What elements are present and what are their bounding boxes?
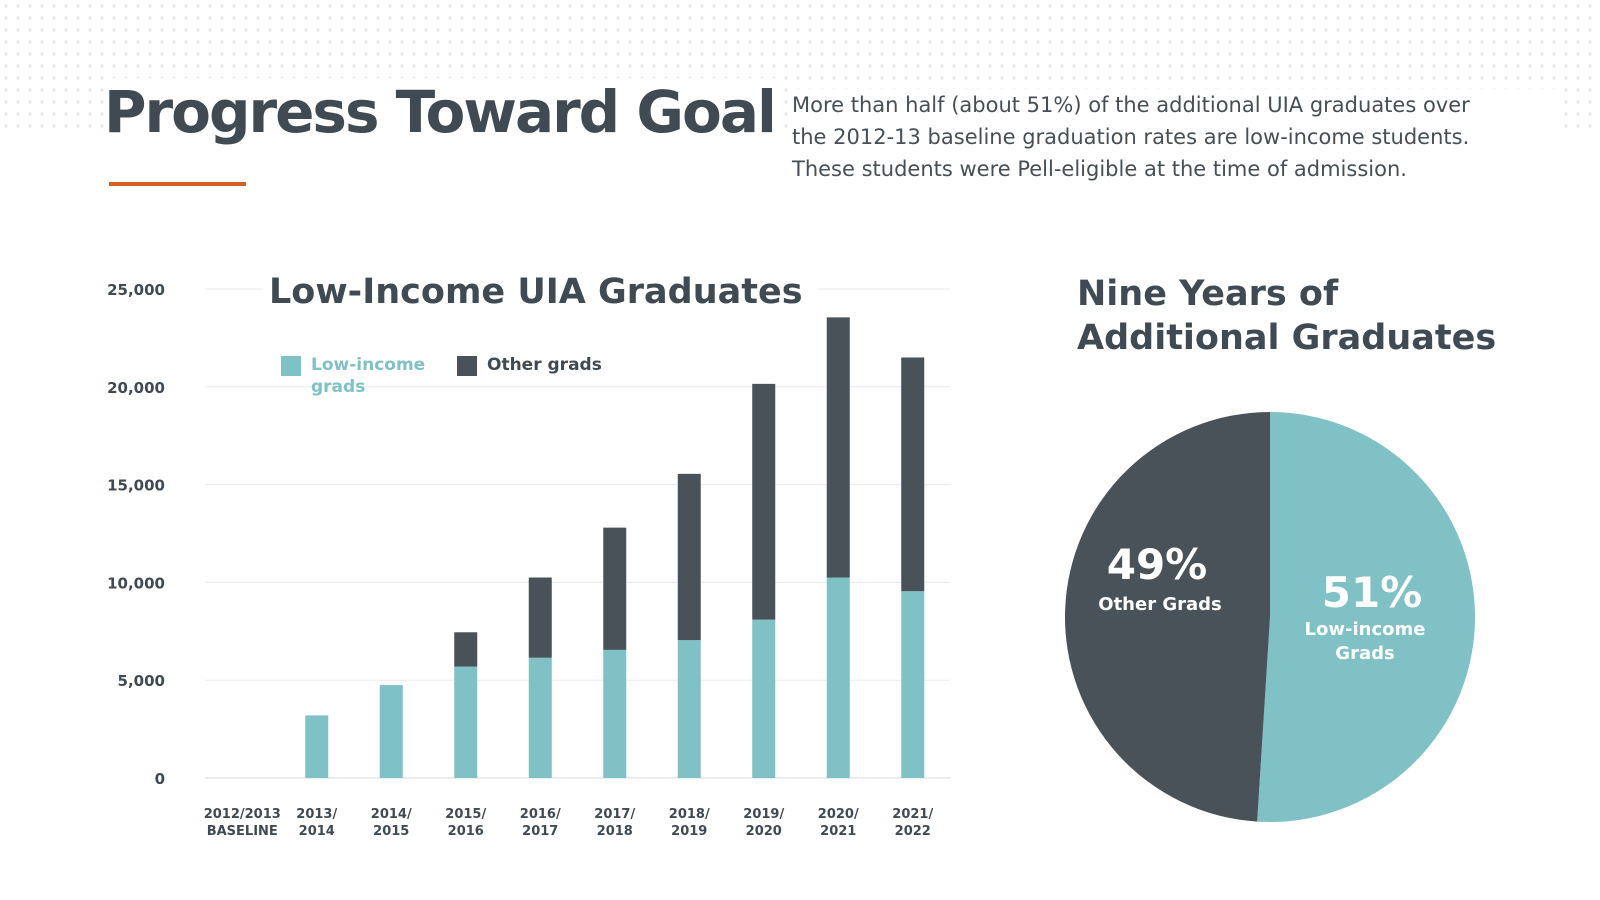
x-tick-label: 2017 bbox=[522, 824, 558, 839]
x-tick-label: 2019 bbox=[671, 824, 707, 839]
x-tick-label: 2021 bbox=[820, 824, 856, 839]
intro-line-3: These students were Pell-eligible at the… bbox=[792, 157, 1407, 181]
page-title: Progress Toward Goal bbox=[104, 78, 781, 146]
pie-percent-label: 51% bbox=[1322, 568, 1423, 617]
bar-other bbox=[677, 473, 701, 641]
bar-other bbox=[901, 357, 925, 592]
x-tick-label: 2018/ bbox=[669, 807, 710, 822]
legend-label-other: Other grads bbox=[487, 355, 602, 375]
bar-low-income bbox=[752, 619, 776, 778]
bar-low-income bbox=[826, 577, 850, 778]
y-tick-label: 20,000 bbox=[107, 379, 165, 397]
x-tick-label: 2021/ bbox=[892, 807, 933, 822]
legend-swatch-other bbox=[457, 356, 477, 376]
bar-low-income bbox=[454, 666, 478, 778]
pie-title-line-1: Nine Years of bbox=[1077, 274, 1339, 314]
intro-text: More than half (about 51%) of the additi… bbox=[792, 89, 1562, 185]
x-tick-label: 2019/ bbox=[743, 807, 784, 822]
y-tick-label: 5,000 bbox=[118, 672, 165, 690]
x-tick-label: 2014/ bbox=[371, 807, 412, 822]
intro-line-2: the 2012-13 baseline graduation rates ar… bbox=[792, 125, 1470, 149]
x-tick-label: 2013/ bbox=[296, 807, 337, 822]
x-tick-label: 2016 bbox=[448, 824, 484, 839]
pie-slice-other bbox=[1065, 412, 1270, 822]
y-tick-label: 10,000 bbox=[107, 574, 165, 592]
bar-chart-title: Low-Income UIA Graduates bbox=[263, 272, 817, 312]
bar-low-income bbox=[305, 715, 329, 778]
x-tick-label: 2020 bbox=[746, 824, 782, 839]
legend-label-low-income: Low-income grads bbox=[311, 355, 426, 397]
x-tick-label: 2016/ bbox=[520, 807, 561, 822]
bar-other bbox=[826, 317, 850, 578]
intro-line-1: More than half (about 51%) of the additi… bbox=[792, 93, 1470, 117]
pie-percent-label: 49% bbox=[1107, 540, 1208, 589]
pie-slice-low-income bbox=[1257, 412, 1476, 822]
bar-chart: 0 5,000 10,000 15,000 20,000 25,000 2012/2013 B… bbox=[107, 281, 950, 839]
pie-chart: 51%Low-income Grads 49% Other Grads bbox=[1065, 412, 1476, 822]
bar-low-income bbox=[379, 685, 403, 778]
x-tick-label: 2018 bbox=[597, 824, 633, 839]
x-tick-label: 2012/2013 bbox=[204, 807, 281, 822]
title-underline bbox=[109, 182, 246, 186]
y-tick-label: 0 bbox=[155, 770, 165, 788]
bar-low-income bbox=[528, 657, 552, 778]
x-tick-label: 2015/ bbox=[445, 807, 486, 822]
pie-title-line-2: Additional Graduates bbox=[1077, 318, 1497, 358]
bar-other bbox=[603, 527, 627, 650]
bar-low-income bbox=[677, 640, 701, 778]
bar-other bbox=[528, 577, 552, 658]
bar-other bbox=[752, 383, 776, 620]
pie-name-label: Grads bbox=[1335, 643, 1394, 664]
x-tick-label: 2014 bbox=[299, 824, 335, 839]
x-tick-label: 2020/ bbox=[818, 807, 859, 822]
legend-swatch-low-income bbox=[281, 356, 301, 376]
x-tick-label: 2017/ bbox=[594, 807, 635, 822]
x-tick-label: 2022 bbox=[895, 824, 931, 839]
pie-name-label: Other Grads bbox=[1098, 594, 1221, 615]
bar-low-income bbox=[901, 591, 925, 778]
y-tick-label: 15,000 bbox=[107, 477, 165, 495]
bar-other bbox=[454, 632, 478, 667]
x-tick-label: 2015 bbox=[373, 824, 409, 839]
bar-low-income bbox=[603, 649, 627, 778]
y-tick-label: 25,000 bbox=[107, 281, 165, 299]
pie-chart-title: Nine Years of Additional Graduates bbox=[1077, 272, 1496, 360]
pie-name-label: Low-income bbox=[1305, 619, 1426, 640]
x-tick-label: BASELINE bbox=[207, 824, 278, 839]
